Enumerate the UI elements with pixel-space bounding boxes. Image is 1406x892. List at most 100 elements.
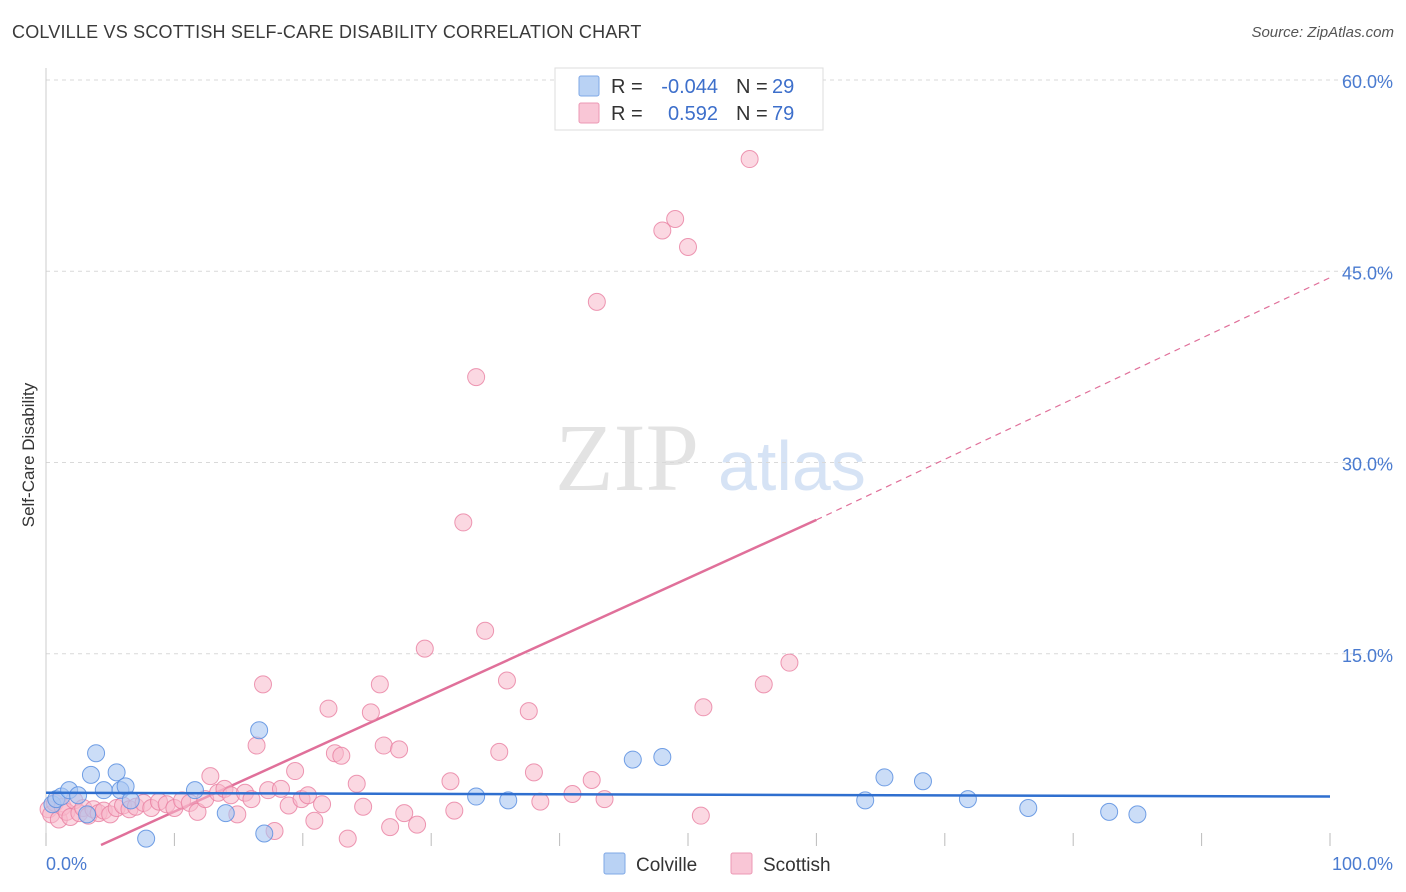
colville-point-19 (499, 791, 518, 810)
colville-point-6 (81, 765, 100, 784)
scottish-point-62 (454, 513, 473, 532)
y-tick-label-60: 60.0% (1342, 72, 1393, 92)
colville-point-20 (623, 750, 642, 769)
y-tick-label-15: 15.0% (1342, 646, 1393, 666)
scottish-point-78 (691, 806, 710, 825)
scottish-point-51 (354, 797, 373, 816)
x-tick-label-min: 0.0% (46, 854, 87, 874)
watermark-zip: ZIP (555, 404, 699, 511)
colville-point-21 (653, 748, 672, 767)
correlation-legend: R = -0.044 N = 29 R = 0.592 N = 79 (554, 67, 824, 131)
scottish-point-34 (242, 790, 261, 809)
colville-point-17 (255, 824, 274, 843)
scottish-point-59 (415, 639, 434, 658)
scottish-point-76 (679, 238, 697, 257)
colville-point-12 (121, 791, 140, 810)
colville-point-8 (94, 781, 113, 800)
scottish-point-58 (408, 815, 427, 834)
bottom-legend-colville-swatch (603, 852, 626, 875)
scottish-point-43 (298, 786, 317, 805)
y-tick-labels: 15.0% 30.0% 45.0% 60.0% (1342, 72, 1393, 666)
gridlines (46, 79, 1392, 655)
scottish-point-53 (370, 675, 389, 694)
colville-point-14 (185, 781, 204, 800)
x-ticks: 0.0% 100.0% (45, 833, 1393, 874)
colville-point-16 (250, 721, 269, 740)
legend-colville-n-value: 29 (772, 76, 794, 98)
colville-point-9 (107, 763, 126, 782)
x-tick-label-max: 100.0% (1332, 854, 1393, 874)
scottish-point-68 (524, 763, 543, 782)
scottish-point-75 (666, 209, 685, 228)
watermark-atlas: atlas (718, 427, 866, 505)
colville-point-28 (1128, 805, 1147, 824)
colville-point-25 (958, 790, 977, 809)
scottish-point-50 (347, 774, 366, 793)
colville-point-13 (137, 829, 156, 848)
scottish-point-41 (286, 762, 305, 781)
scottish-point-39 (271, 779, 290, 798)
colville-trend-line (45, 791, 1331, 798)
scottish-point-55 (381, 818, 400, 837)
legend-colville-r-label: R = (611, 76, 643, 98)
scottish-point-45 (313, 795, 332, 814)
scottish-point-64 (476, 621, 495, 640)
colville-point-7 (87, 744, 106, 763)
y-tick-label-30: 30.0% (1342, 455, 1393, 475)
colville-point-26 (1019, 799, 1038, 818)
scottish-point-48 (332, 746, 351, 765)
bottom-legend-scottish-label: Scottish (763, 855, 831, 876)
scottish-point-54 (374, 736, 393, 755)
scottish-point-61 (445, 801, 464, 820)
legend-scottish-r-value: 0.592 (668, 103, 718, 125)
legend-colville-r-value: -0.044 (661, 76, 718, 98)
source-label: Source: ZipAtlas.com (1251, 24, 1394, 41)
scottish-trend (100, 277, 1331, 847)
scottish-point-80 (754, 675, 773, 694)
scottish-point-77 (694, 698, 713, 717)
legend-colville-n-label: N = (736, 76, 768, 98)
scottish-point-52 (361, 703, 380, 722)
scottish-point-49 (338, 829, 357, 848)
colville-point-24 (913, 772, 932, 791)
scottish-point-81 (780, 653, 799, 672)
y-axis-label: Self-Care Disability (19, 382, 38, 527)
scottish-point-67 (519, 702, 538, 721)
scottish-point-72 (587, 292, 606, 311)
legend-box (554, 67, 824, 131)
scottish-point-79 (740, 150, 759, 169)
scottish-trend-extension (816, 277, 1331, 521)
scottish-point-66 (497, 671, 516, 690)
colville-trend (45, 791, 1331, 798)
legend-scottish-n-label: N = (736, 103, 768, 125)
scottish-point-44 (305, 811, 324, 830)
bottom-legend-scottish-swatch (730, 852, 753, 875)
series-legend: Colville Scottish (603, 852, 831, 876)
chart-title: COLVILLE VS SCOTTISH SELF-CARE DISABILIT… (12, 22, 642, 42)
scottish-point-65 (490, 742, 509, 761)
legend-scottish-swatch (578, 102, 600, 124)
scottish-point-57 (395, 804, 414, 823)
scottish-point-60 (441, 772, 460, 791)
scottish-point-35 (247, 736, 266, 755)
colville-point-15 (216, 804, 235, 823)
legend-colville-swatch (578, 75, 600, 97)
bottom-legend-colville-label: Colville (636, 855, 697, 876)
y-tick-label-45: 45.0% (1342, 263, 1393, 283)
scottish-point-46 (319, 699, 338, 718)
scottish-point-69 (531, 792, 550, 811)
scottish-point-63 (467, 368, 486, 387)
scottish-point-56 (390, 740, 409, 759)
legend-scottish-r-label: R = (611, 103, 643, 125)
legend-scottish-n-value: 79 (772, 103, 794, 125)
scottish-point-36 (253, 675, 272, 694)
colville-point-18 (467, 787, 486, 806)
watermark: ZIP atlas (555, 404, 866, 511)
colville-point-23 (875, 768, 894, 787)
colville-point-27 (1100, 802, 1119, 821)
scottish-point-28 (201, 767, 220, 786)
colville-point-4 (69, 786, 88, 805)
scottish-point-74 (653, 221, 672, 240)
colville-point-5 (78, 805, 97, 824)
